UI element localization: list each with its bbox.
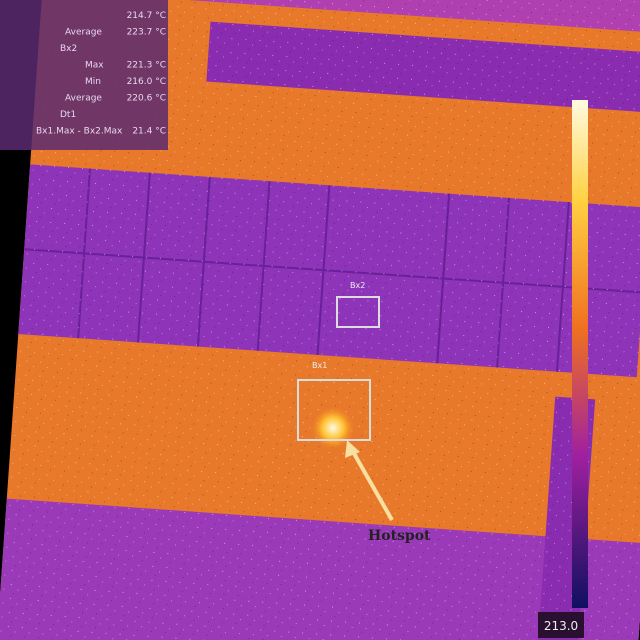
box-bx2 bbox=[336, 296, 380, 328]
box-label: Bx2 bbox=[350, 281, 365, 290]
panel-label: Bx2 bbox=[60, 44, 77, 54]
panel-label: Max bbox=[85, 61, 104, 71]
panel-value: 216.0 °C bbox=[127, 77, 166, 87]
box-label: Bx1 bbox=[312, 361, 327, 370]
panel-label: Dt1 bbox=[60, 110, 76, 120]
panel-label: Average bbox=[65, 28, 102, 38]
arrow bbox=[350, 449, 394, 521]
panel-value: 223.7 °C bbox=[127, 28, 166, 38]
scale-label-bg bbox=[538, 612, 584, 638]
panel-label: Average bbox=[65, 94, 102, 104]
panel-label: Min bbox=[85, 77, 101, 87]
panel-rows: 214.7 °C Average 223.7 °C Bx2 Max 221.3 °C Min… bbox=[36, 11, 166, 137]
box-bx1 bbox=[297, 379, 371, 441]
annotation: Hotspot bbox=[368, 528, 431, 544]
info-panel bbox=[0, 0, 168, 150]
panel-value: 214.7 °C bbox=[127, 11, 166, 21]
arrow-head bbox=[345, 440, 360, 458]
panel-value: 21.4 °C bbox=[132, 127, 166, 137]
panel-value: 221.3 °C bbox=[127, 61, 166, 71]
panel-label: Bx1.Max - Bx2.Max bbox=[36, 127, 123, 137]
scale-min: 213.0 bbox=[544, 619, 578, 633]
panel-value: 220.6 °C bbox=[127, 94, 166, 104]
color-scale bbox=[572, 100, 588, 608]
